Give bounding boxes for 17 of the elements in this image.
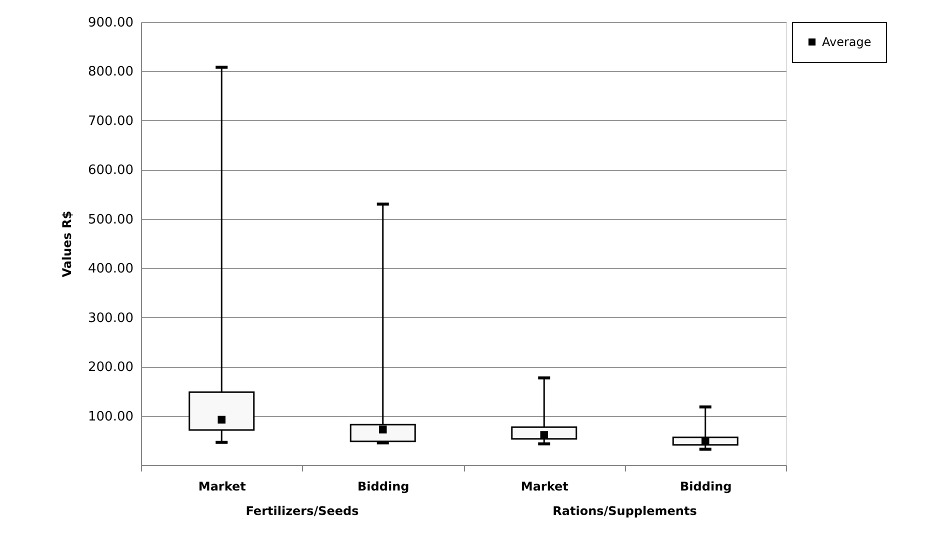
y-tick-label: 500.00 [88, 212, 134, 228]
y-tick-label: 300.00 [88, 310, 134, 326]
text: Fertilizers/Seeds [246, 504, 359, 518]
x-tick-label: Bidding [358, 480, 410, 494]
y-tick-label: 600.00 [88, 163, 134, 178]
y-tick-label: 700.00 [88, 114, 134, 129]
text: Rations/Supplements [552, 504, 697, 518]
y-tick-label: 400.00 [88, 262, 134, 277]
x-tick-label: Bidding [680, 480, 732, 494]
y-tick-label: 200.00 [88, 360, 134, 376]
legend-label: Average [822, 35, 872, 49]
y-axis-title: Values R$ [60, 210, 74, 278]
y-tick-label: 900.00 [88, 16, 134, 30]
x-tick-label: Market [198, 480, 246, 494]
y-tick-label: 100.00 [88, 409, 134, 424]
x-tick-label: Market [520, 480, 569, 494]
y-tick-label: 800.00 [88, 64, 134, 80]
